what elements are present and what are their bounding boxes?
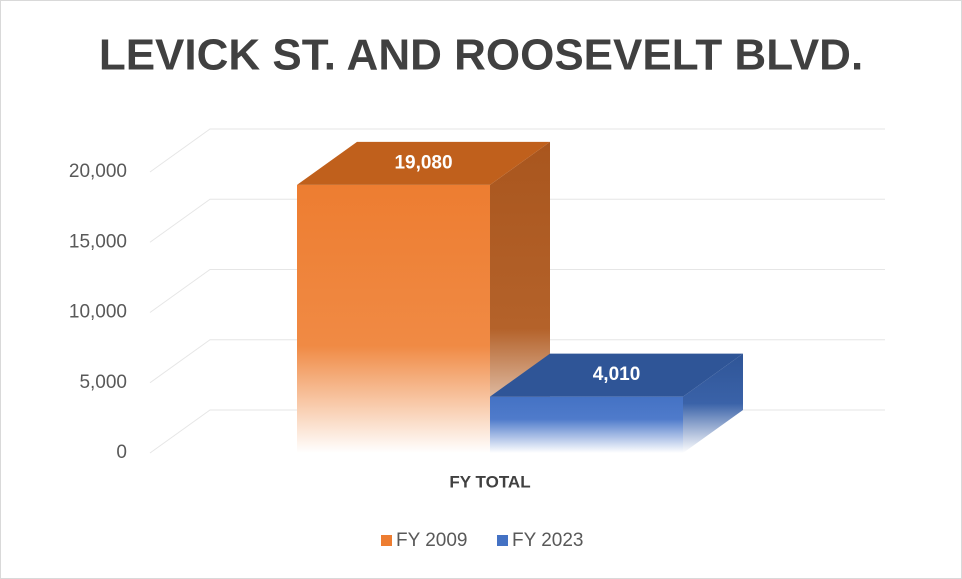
data-label: 4,010 xyxy=(593,364,641,385)
bar-side xyxy=(683,353,743,453)
bar xyxy=(297,184,490,453)
grid-line xyxy=(149,339,885,384)
bar-top xyxy=(490,353,743,397)
chart-title: LEVICK ST. AND ROOSEVELT BLVD. xyxy=(99,31,863,80)
y-tick-label: 20,000 xyxy=(69,161,127,182)
y-tick-label: 10,000 xyxy=(69,302,127,323)
grid-line xyxy=(149,128,885,173)
data-label: 19,080 xyxy=(394,152,452,173)
legend-label: FY 2009 xyxy=(396,530,467,551)
bar xyxy=(490,396,683,453)
x-tick-label: FY TOTAL xyxy=(449,472,530,491)
legend-swatch xyxy=(381,535,392,546)
y-tick-label: 15,000 xyxy=(69,231,127,252)
y-tick-label: 5,000 xyxy=(79,372,127,393)
legend-label: FY 2023 xyxy=(512,530,583,551)
grid-line xyxy=(149,269,885,313)
y-tick-label: 0 xyxy=(116,442,127,463)
grid-line xyxy=(149,198,885,243)
bar-top xyxy=(297,141,550,185)
legend-swatch xyxy=(497,535,508,546)
